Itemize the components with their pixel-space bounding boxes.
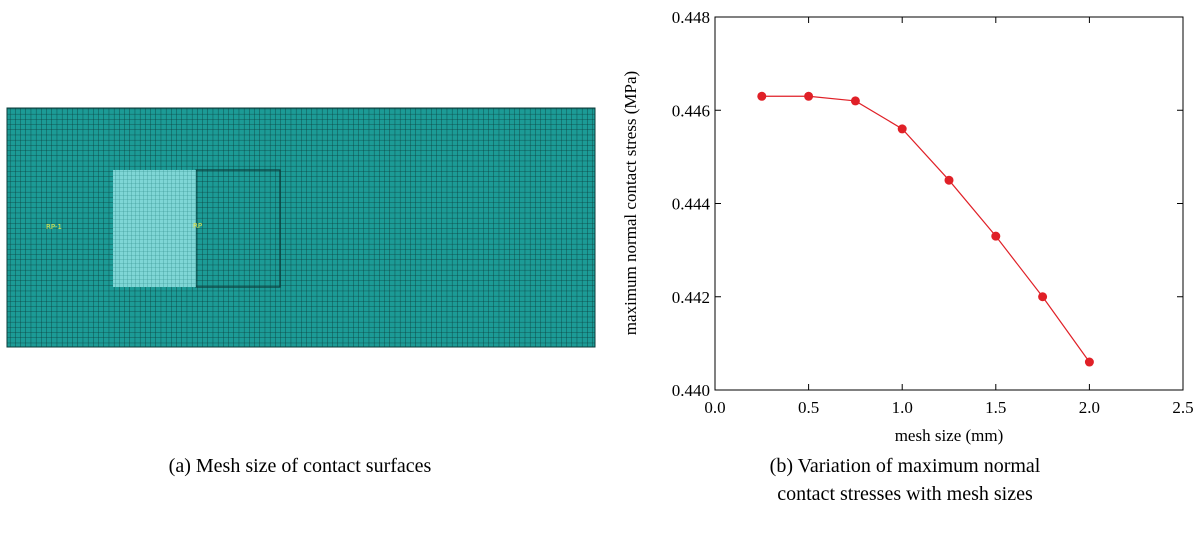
x-tick-label: 2.0: [1079, 398, 1100, 417]
caption: (a) Mesh size of contact surfaces: [100, 452, 500, 480]
y-tick-label: 0.446: [672, 101, 710, 120]
x-tick-label: 1.5: [985, 398, 1006, 417]
point: [804, 92, 813, 101]
mesh: [7, 108, 595, 347]
y-tick-label: 0.444: [672, 195, 711, 214]
plot-frame: [715, 17, 1183, 390]
y-axis-label: maximum normal contact stress (MPa): [621, 71, 640, 335]
point: [1085, 358, 1094, 367]
y-tick-label: 0.442: [672, 288, 710, 307]
x-axis-label: mesh size (mm): [895, 426, 1004, 445]
page: RP-1 RP mesh size (mm) maximum normal co…: [0, 0, 1203, 536]
mesh-contact: [113, 170, 196, 287]
x-tick-label: 2.5: [1172, 398, 1193, 417]
x-tick-label: 0.0: [704, 398, 725, 417]
point: [898, 124, 907, 133]
point: [1038, 292, 1047, 301]
line: [762, 96, 1090, 362]
mesh-label: RP: [193, 222, 202, 230]
point: [945, 176, 954, 185]
point: [991, 232, 1000, 241]
point: [851, 96, 860, 105]
mesh-label: RP-1: [46, 223, 62, 231]
y-tick-label: 0.440: [672, 381, 710, 400]
x-tick-label: 0.5: [798, 398, 819, 417]
x-tick-label: 1.0: [892, 398, 913, 417]
caption: (b) Variation of maximum normal contact …: [755, 452, 1055, 508]
y-tick-label: 0.448: [672, 8, 710, 27]
point: [757, 92, 766, 101]
